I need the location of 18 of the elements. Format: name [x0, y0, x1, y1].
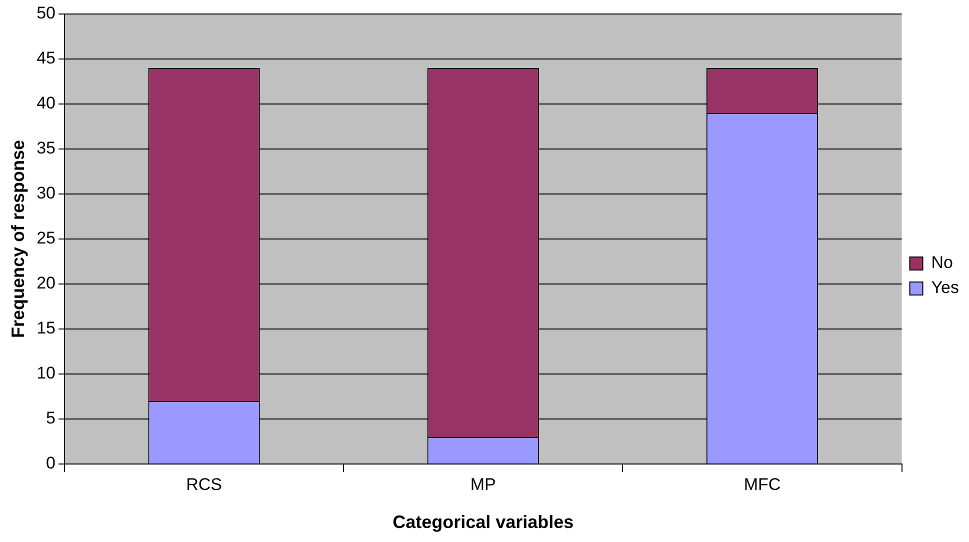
legend-label: No — [931, 253, 953, 272]
legend-label: Yes — [931, 278, 959, 298]
y-tick-label: 45 — [36, 48, 56, 68]
y-tick-label: 20 — [36, 274, 56, 293]
y-tick-label: 5 — [46, 408, 56, 428]
x-tick-label: MP — [470, 474, 496, 494]
x-tick-label: MFC — [744, 474, 781, 494]
y-tick-label: 10 — [36, 364, 56, 383]
y-tick-label: 15 — [36, 318, 56, 338]
y-tick-label: 50 — [36, 4, 56, 23]
y-tick-label: 30 — [36, 184, 56, 203]
y-tick-label: 35 — [36, 138, 56, 158]
x-axis-title: Categorical variables — [392, 512, 574, 532]
y-tick-label: 0 — [46, 454, 56, 473]
y-tick-label: 25 — [36, 228, 56, 248]
y-tick-label: 40 — [36, 94, 56, 113]
y-axis-title: Frequency of response — [8, 140, 28, 338]
x-tick-label: RCS — [186, 474, 222, 494]
